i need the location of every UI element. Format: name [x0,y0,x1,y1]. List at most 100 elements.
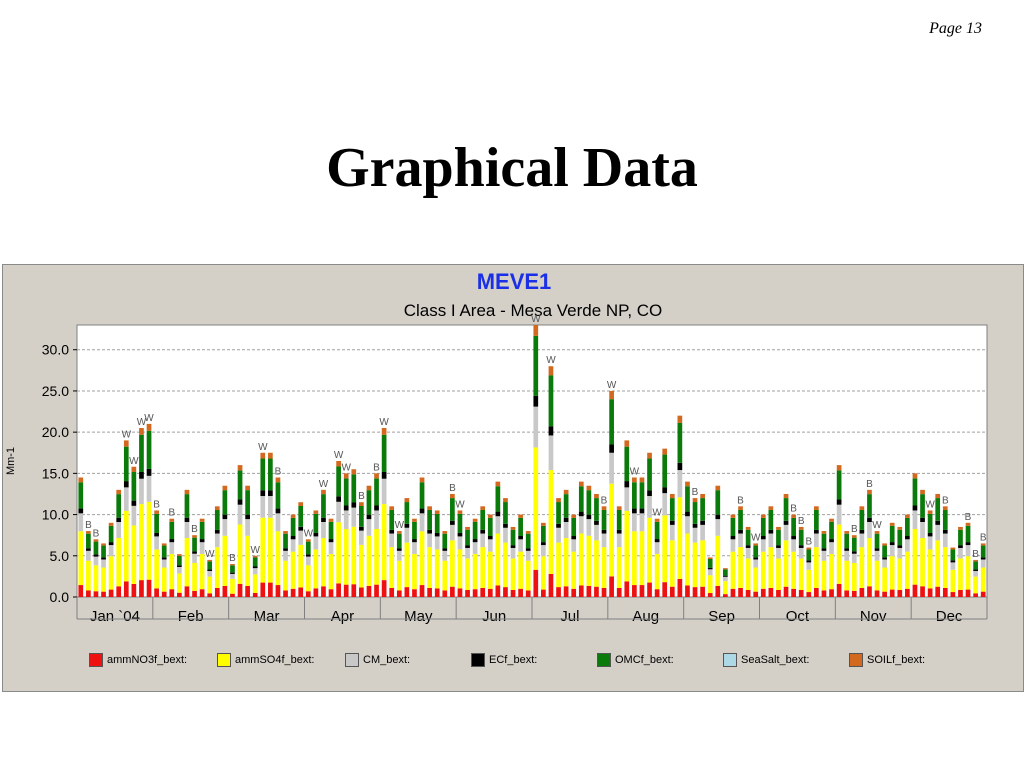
bar-segment [548,375,554,427]
bar-segment [487,517,493,536]
x-tick-label: Apr [331,608,354,625]
bar-segment [867,521,872,539]
bar-segment [760,517,766,536]
bar-segment [942,547,948,588]
bar-segment [260,458,266,491]
bar-segment [381,580,387,597]
bar-segment [245,519,250,536]
bar-segment [108,542,114,546]
x-tick-label: Mar [254,608,280,625]
bar-annotation: B [229,553,236,564]
bar-segment [821,548,827,551]
bar-segment [290,551,296,589]
bar-segment [821,590,827,597]
bar-segment [920,494,925,518]
bar-segment [199,518,205,522]
bar-segment [814,529,819,534]
bar-segment [214,506,220,510]
bar-segment [980,591,986,597]
bar-annotation: W [205,549,215,560]
bar-segment [973,561,978,570]
bar-segment [798,589,804,597]
bar-segment [867,538,872,587]
bar-segment [412,542,417,554]
bar-segment [139,434,144,472]
bar-segment [169,521,175,540]
bar-segment [662,515,668,583]
bar-segment [404,498,410,503]
bar-segment [366,485,372,491]
bar-segment [874,590,880,597]
bar-segment [199,589,205,597]
bar-segment [836,470,842,500]
bar-segment [586,535,592,586]
bar-segment [419,513,425,532]
bar-segment [161,557,167,560]
bar-segment [836,504,842,525]
bar-segment [192,535,197,538]
bar-segment [715,514,721,520]
bar-segment [465,558,470,590]
bar-segment [434,513,440,533]
bar-segment [882,557,887,560]
bar-segment [389,547,395,588]
bar-segment [897,547,903,559]
bar-segment [563,538,569,587]
bar-segment [396,533,402,549]
bar-segment [867,489,872,495]
bar-annotation: B [980,532,987,543]
bar-segment [328,542,334,554]
bar-segment [442,560,448,591]
bar-segment [457,536,463,550]
bar-segment [184,494,190,518]
bar-segment [571,539,577,552]
bar-segment [935,493,941,499]
bar-segment [93,565,99,592]
bar-segment [139,428,144,435]
bar-annotation: B [972,549,979,560]
bar-segment [518,588,523,597]
bar-segment [958,526,963,530]
bar-segment [101,543,106,546]
bar-segment [131,471,137,501]
bar-segment [707,593,713,597]
bar-segment [169,589,175,597]
bar-segment [942,587,948,597]
bar-segment [396,531,402,534]
bar-segment [116,586,122,597]
legend-item: SeaSalt_bext: [723,653,810,667]
bar-segment [980,559,986,568]
bar-segment [798,529,804,546]
bar-segment [419,531,425,586]
bar-segment [806,547,812,550]
bar-segment [912,505,918,511]
bar-segment [252,592,258,597]
bar-segment [791,588,796,597]
bar-segment [753,559,759,568]
bar-segment [798,547,804,559]
bar-segment [685,516,690,534]
bar-segment [700,524,705,541]
bar-annotation: B [737,495,744,506]
bar-segment [154,549,159,589]
bar-annotation: B [942,495,949,506]
bar-segment [548,470,554,574]
bar-segment [328,553,334,590]
bar-segment [396,590,402,597]
bar-annotation: B [358,491,365,502]
x-tick-label: Jan `04 [90,608,140,625]
bar-segment [305,554,311,557]
bar-segment [525,548,531,551]
bar-segment [313,510,319,514]
bar-segment [336,583,341,597]
bar-segment [662,454,668,488]
bar-segment [624,581,630,597]
bar-segment [101,545,106,558]
bar-segment [108,522,114,526]
bar-segment [290,536,296,540]
bar-segment [351,502,357,508]
bar-segment [260,582,266,597]
bar-segment [867,517,872,522]
bar-segment [260,490,266,497]
bar-segment [396,560,402,591]
